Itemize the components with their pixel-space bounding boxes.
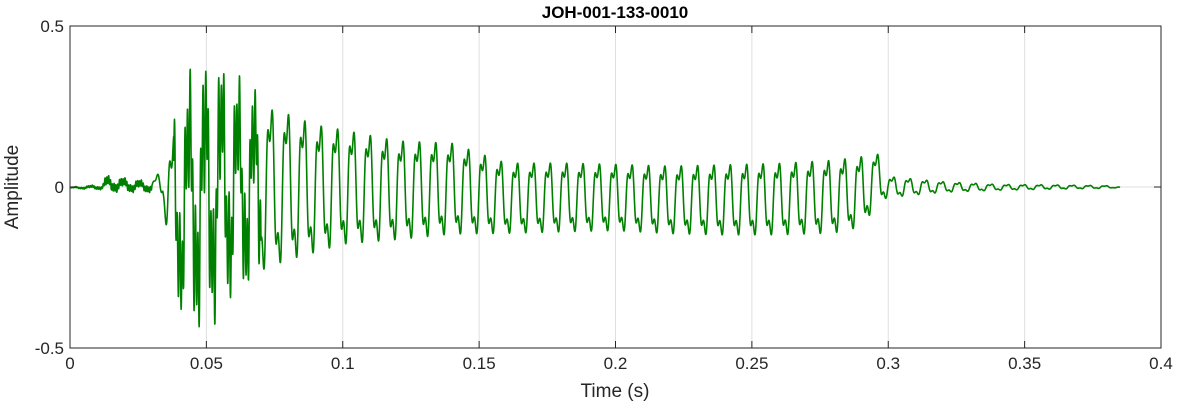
x-tick-label: 0 — [65, 354, 74, 373]
x-tick-label: 0.4 — [1149, 354, 1173, 373]
x-tick-label: 0.2 — [604, 354, 628, 373]
x-axis-label: Time (s) — [581, 381, 650, 402]
y-axis-label: Amplitude — [2, 145, 23, 230]
y-tick-label: -0.5 — [35, 339, 64, 358]
x-tick-label: 0.15 — [463, 354, 496, 373]
y-tick-label: 0 — [55, 178, 64, 197]
chart-title: JOH-001-133-0010 — [542, 3, 688, 22]
series-layer — [69, 68, 1121, 328]
x-tick-label: 0.35 — [1008, 354, 1041, 373]
x-tick-label: 0.3 — [876, 354, 900, 373]
y-axis: -0.5 0 0.5 — [35, 17, 1161, 358]
x-tick-label: 0.05 — [190, 354, 223, 373]
x-axis: 0 0.05 0.1 0.15 0.2 0.25 0.3 0.35 0.4 — [65, 26, 1173, 373]
waveform-series-line — [69, 68, 1121, 328]
x-tick-label: 0.25 — [735, 354, 768, 373]
x-tick-label: 0.1 — [331, 354, 355, 373]
y-tick-label: 0.5 — [40, 17, 64, 36]
